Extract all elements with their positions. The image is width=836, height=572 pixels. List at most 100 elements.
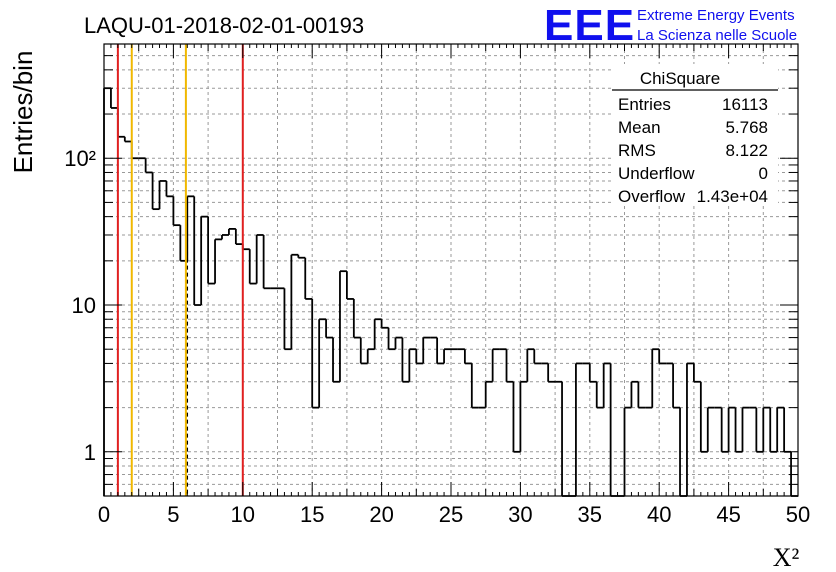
histogram-bin [345,271,354,300]
histogram-bin [436,337,445,365]
histogram-bin [318,318,327,408]
stats-label-entries: Entries [618,95,671,114]
eee-logo: EEE Extreme Energy Events La Scienza nel… [544,1,797,50]
stats-label-underflow: Underflow [618,164,695,183]
histogram-bin [505,349,514,383]
histogram-bin [595,381,604,409]
x-tick-label: 5 [167,502,179,527]
histogram-bin [484,380,493,408]
histogram-bin [408,348,417,382]
histogram-bin [658,349,667,365]
y-tick-label: 10 [72,293,96,318]
run-title: LAQU-01-2018-02-01-00193 [84,13,364,38]
stats-value-underflow: 0 [759,164,768,183]
x-tick-label: 30 [508,502,532,527]
x-tick-label: 10 [231,502,255,527]
y-tick-label: 10² [64,146,96,171]
logo-line-2: La Scienza nelle Scuole [637,27,797,44]
histogram-bin [380,319,389,329]
stats-box: ChiSquare Entries 16113 Mean 5.768 RMS 8… [612,64,778,206]
histogram-bin [602,362,611,408]
histogram-bin [699,381,708,453]
histogram-bin [332,337,340,383]
histogram-bin [234,228,243,246]
histogram-bin [623,406,632,496]
histogram-bin [519,380,528,452]
histogram-bin [672,363,681,409]
histogram-bin [214,238,222,284]
histogram-bin [575,362,583,496]
histogram-bin [533,349,542,365]
y-axis-title: Entries/bin [8,51,38,174]
stats-box-background [612,64,778,204]
histogram-bin [311,298,320,409]
histogram-bin [734,407,743,453]
histogram-bin [193,196,202,306]
histogram-bin [415,349,424,365]
eee-logo-mark: EEE [544,1,635,50]
histogram-bin [463,349,472,365]
histogram-bin [394,336,403,350]
stats-value-rms: 8.122 [725,141,768,160]
histogram-bin [443,348,451,364]
y-tick-label: 1 [84,440,96,465]
histogram-bin [151,172,160,211]
x-tick-label: 0 [98,502,110,527]
histogram-bin [186,195,195,261]
threshold-lines [116,44,244,496]
histogram-bin [547,363,556,383]
histogram-bin [755,407,764,453]
histogram-bin [630,380,639,408]
histogram-bin [200,215,209,306]
histogram-bin [325,319,334,339]
x-tick-label: 45 [716,502,740,527]
axis-ticks [103,43,799,497]
histogram-bin [304,257,313,300]
histogram-bin [588,363,597,383]
x-tick-label: 35 [578,502,602,527]
histogram-bin [221,234,229,240]
histogram-bin [693,363,701,383]
stats-value-entries: 16113 [722,95,768,114]
x-axis-title: X² [773,543,800,572]
x-tick-label: 15 [300,502,324,527]
histogram-bin [359,337,368,365]
histogram-bin [470,363,479,409]
histogram-bin [339,270,347,382]
histogram-bin [158,180,167,210]
histogram-bin [144,158,153,174]
histogram-bin [769,407,778,453]
histogram-bin [637,381,646,409]
histogram-bin [172,196,181,227]
stats-label-rms: RMS [618,141,656,160]
histogram-bin [207,216,216,285]
histogram-bin [123,136,132,143]
histogram-bin [165,180,174,198]
histogram-bin [526,348,535,382]
histogram-bin [290,253,299,350]
stats-label-mean: Mean [618,118,661,137]
x-tick-label: 20 [369,502,393,527]
logo-line-1: Extreme Energy Events [637,7,795,24]
stats-value-mean: 5.768 [725,118,768,137]
x-tick-label: 50 [786,502,810,527]
histogram-bin [373,318,382,350]
histogram-bin [387,327,396,351]
histogram-bin [352,298,361,339]
histogram-bin [762,406,771,452]
histogram-bin [283,288,292,351]
histogram-bin [262,234,271,290]
histogram-bin [401,337,410,383]
histogram-bin [366,348,375,364]
stats-title: ChiSquare [640,69,720,88]
x-tick-label: 25 [439,502,463,527]
histogram-bin [248,249,257,285]
x-tick-labels: 0 5 10 15 20 25 30 35 40 45 50 [98,502,810,527]
x-tick-label: 40 [647,502,671,527]
histogram-bin [491,348,500,382]
histogram-bin [255,234,264,284]
histogram-bin [706,406,715,452]
histogram-bin [512,381,521,453]
histogram-bin [110,88,118,109]
